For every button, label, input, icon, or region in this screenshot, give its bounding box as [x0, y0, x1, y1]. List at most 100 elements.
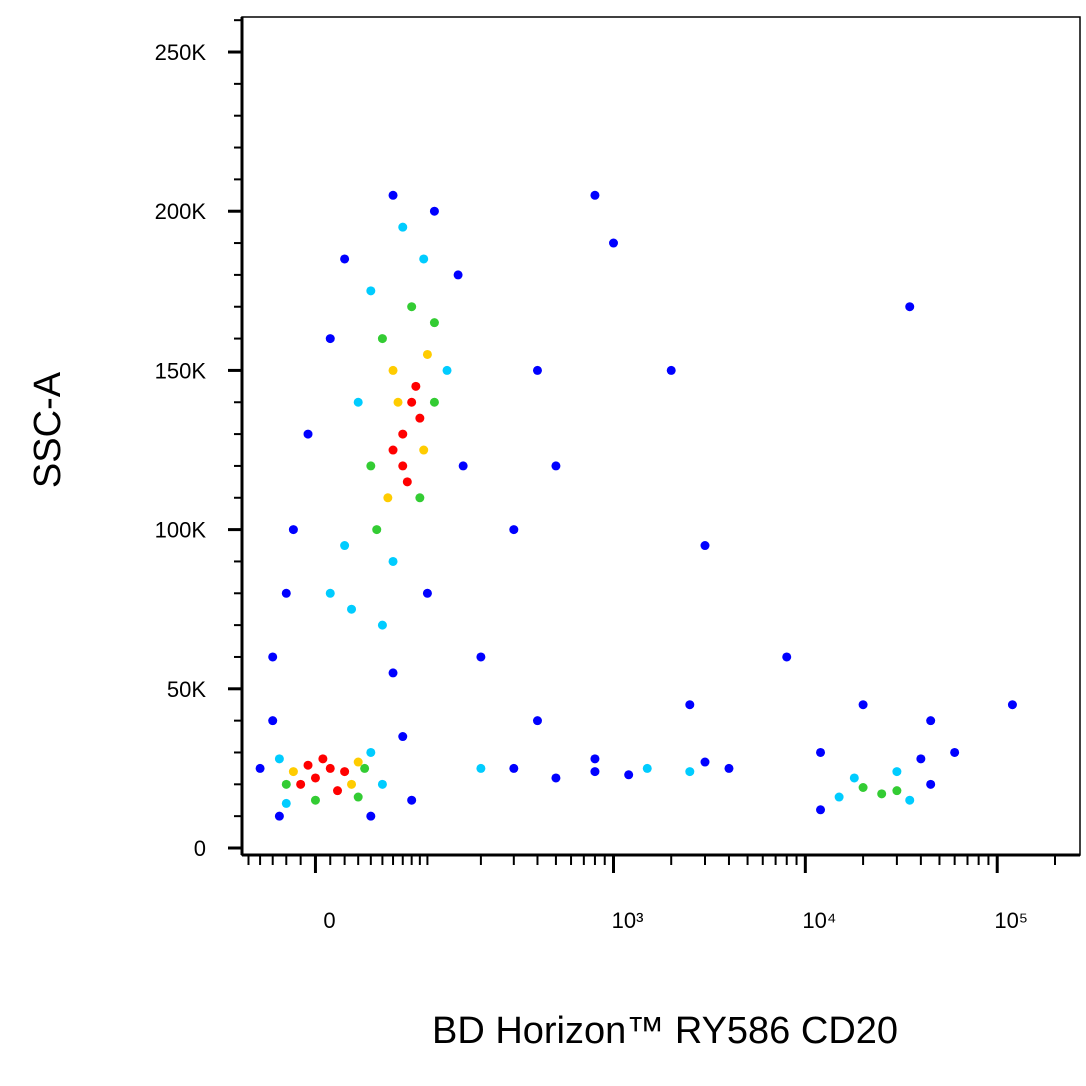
point — [398, 461, 408, 471]
point — [407, 302, 417, 312]
y-tick-label: 250K — [155, 40, 207, 65]
point — [1007, 700, 1017, 710]
point — [411, 381, 421, 391]
point — [360, 763, 370, 773]
point — [268, 652, 278, 662]
point — [724, 763, 734, 773]
point — [388, 190, 398, 200]
point — [509, 763, 519, 773]
point — [398, 732, 408, 742]
point — [916, 754, 926, 764]
point — [325, 334, 335, 344]
point — [303, 429, 313, 439]
point — [551, 773, 561, 783]
point — [700, 541, 710, 551]
marks — [255, 190, 1017, 821]
point — [458, 461, 468, 471]
point — [340, 541, 350, 551]
x-tick-label: 10⁵ — [994, 908, 1028, 933]
point — [388, 445, 398, 455]
y-tick-label: 200K — [155, 199, 207, 224]
point — [419, 254, 429, 264]
point — [353, 397, 363, 407]
point — [274, 811, 284, 821]
point — [377, 620, 387, 630]
point — [624, 770, 634, 780]
point — [429, 318, 439, 328]
point — [849, 773, 859, 783]
point — [926, 716, 936, 726]
x-tick-label: 10⁴ — [802, 908, 836, 933]
point — [377, 779, 387, 789]
point — [926, 779, 936, 789]
point — [347, 604, 357, 614]
point — [905, 795, 915, 805]
point — [393, 397, 403, 407]
point — [415, 493, 425, 503]
point — [318, 754, 328, 764]
point — [383, 493, 393, 503]
point — [325, 588, 335, 598]
point — [366, 461, 376, 471]
point — [347, 779, 357, 789]
point — [366, 286, 376, 296]
y-tick-label: 100K — [155, 518, 207, 543]
point — [419, 445, 429, 455]
point — [905, 302, 915, 312]
point — [340, 767, 350, 777]
x-tick-label: 0 — [323, 908, 335, 933]
plot-frame — [241, 16, 1081, 856]
ticks: 0 50K 100K 150K 200K 250K 0 10³ 10⁴ 10⁵ — [155, 19, 1056, 933]
point — [398, 222, 408, 232]
point — [366, 811, 376, 821]
point — [532, 365, 542, 375]
point — [642, 763, 652, 773]
point — [877, 789, 887, 799]
point — [398, 429, 408, 439]
point — [442, 365, 452, 375]
point — [372, 525, 382, 535]
y-tick-label: 150K — [155, 358, 207, 383]
point — [892, 786, 902, 796]
point — [281, 588, 291, 598]
x-axis-title: BD Horizon™ RY586 CD20 — [432, 1010, 898, 1052]
point — [333, 786, 343, 796]
point — [422, 588, 432, 598]
point — [666, 365, 676, 375]
point — [476, 763, 486, 773]
y-tick-label: 0 — [194, 836, 206, 861]
point — [608, 238, 618, 248]
point — [590, 190, 600, 200]
point — [858, 783, 868, 793]
y-tick-label: 50K — [167, 677, 206, 702]
point — [476, 652, 486, 662]
point — [590, 754, 600, 764]
point — [590, 767, 600, 777]
point — [685, 767, 695, 777]
point — [281, 779, 291, 789]
point — [310, 795, 320, 805]
point — [509, 525, 519, 535]
point — [388, 556, 398, 566]
point — [816, 747, 826, 757]
point — [255, 763, 265, 773]
point — [407, 397, 417, 407]
point — [685, 700, 695, 710]
x-tick-label: 10³ — [612, 908, 644, 933]
point — [415, 413, 425, 423]
point — [340, 254, 350, 264]
point — [429, 397, 439, 407]
y-axis-title: SSC-A — [27, 371, 69, 488]
point — [453, 270, 463, 280]
point — [296, 779, 306, 789]
point — [377, 334, 387, 344]
point — [388, 365, 398, 375]
point — [325, 763, 335, 773]
point — [700, 757, 710, 767]
point — [303, 760, 313, 770]
point — [366, 747, 376, 757]
point — [892, 767, 902, 777]
point — [288, 767, 298, 777]
